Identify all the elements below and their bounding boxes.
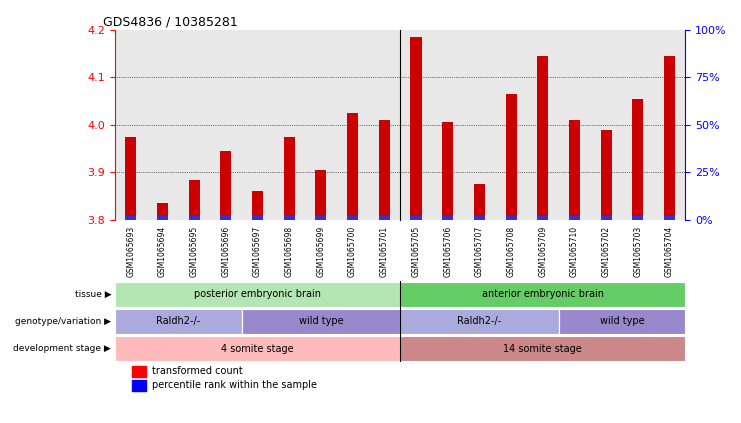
Bar <box>220 151 231 220</box>
Text: Raldh2-/-: Raldh2-/- <box>156 316 200 327</box>
Bar <box>569 216 580 220</box>
Bar <box>284 137 295 220</box>
Bar <box>400 309 559 334</box>
Bar <box>505 216 516 220</box>
Bar <box>284 216 295 220</box>
Bar <box>115 309 242 334</box>
Bar <box>664 56 675 220</box>
Bar <box>601 216 612 220</box>
Text: Raldh2-/-: Raldh2-/- <box>457 316 502 327</box>
Bar <box>442 122 453 220</box>
Bar <box>400 336 685 361</box>
Bar <box>569 120 580 220</box>
Bar <box>347 113 358 220</box>
Bar <box>411 216 422 220</box>
Text: posterior embryonic brain: posterior embryonic brain <box>194 289 321 299</box>
Bar <box>115 336 400 361</box>
Text: 4 somite stage: 4 somite stage <box>221 343 294 354</box>
Bar <box>379 216 390 220</box>
Bar <box>537 216 548 220</box>
Text: transformed count: transformed count <box>152 366 243 376</box>
Bar <box>132 365 146 376</box>
Text: genotype/variation ▶: genotype/variation ▶ <box>15 317 111 326</box>
Bar <box>252 216 263 220</box>
Bar <box>632 216 643 220</box>
Text: wild type: wild type <box>599 316 645 327</box>
Bar <box>442 216 453 220</box>
Text: anterior embryonic brain: anterior embryonic brain <box>482 289 604 299</box>
Text: GDS4836 / 10385281: GDS4836 / 10385281 <box>104 16 238 28</box>
Bar <box>242 309 400 334</box>
Bar <box>632 99 643 220</box>
Text: 14 somite stage: 14 somite stage <box>503 343 582 354</box>
Bar <box>473 216 485 220</box>
Bar <box>188 179 199 220</box>
Bar <box>505 94 516 220</box>
Bar <box>347 216 358 220</box>
Bar <box>252 192 263 220</box>
Bar <box>115 282 400 307</box>
Text: tissue ▶: tissue ▶ <box>75 290 111 299</box>
Bar <box>157 216 168 220</box>
Bar <box>537 56 548 220</box>
Text: percentile rank within the sample: percentile rank within the sample <box>152 380 317 390</box>
Bar <box>316 170 327 220</box>
Bar <box>125 216 136 220</box>
Bar <box>411 37 422 220</box>
Bar <box>559 309 685 334</box>
Text: wild type: wild type <box>299 316 343 327</box>
Bar <box>220 216 231 220</box>
Bar <box>316 216 327 220</box>
Bar <box>379 120 390 220</box>
Text: development stage ▶: development stage ▶ <box>13 344 111 353</box>
Bar <box>157 203 168 220</box>
Bar <box>664 216 675 220</box>
Bar <box>132 380 146 391</box>
Bar <box>125 137 136 220</box>
Bar <box>400 282 685 307</box>
Bar <box>473 184 485 220</box>
Bar <box>601 129 612 220</box>
Bar <box>188 216 199 220</box>
